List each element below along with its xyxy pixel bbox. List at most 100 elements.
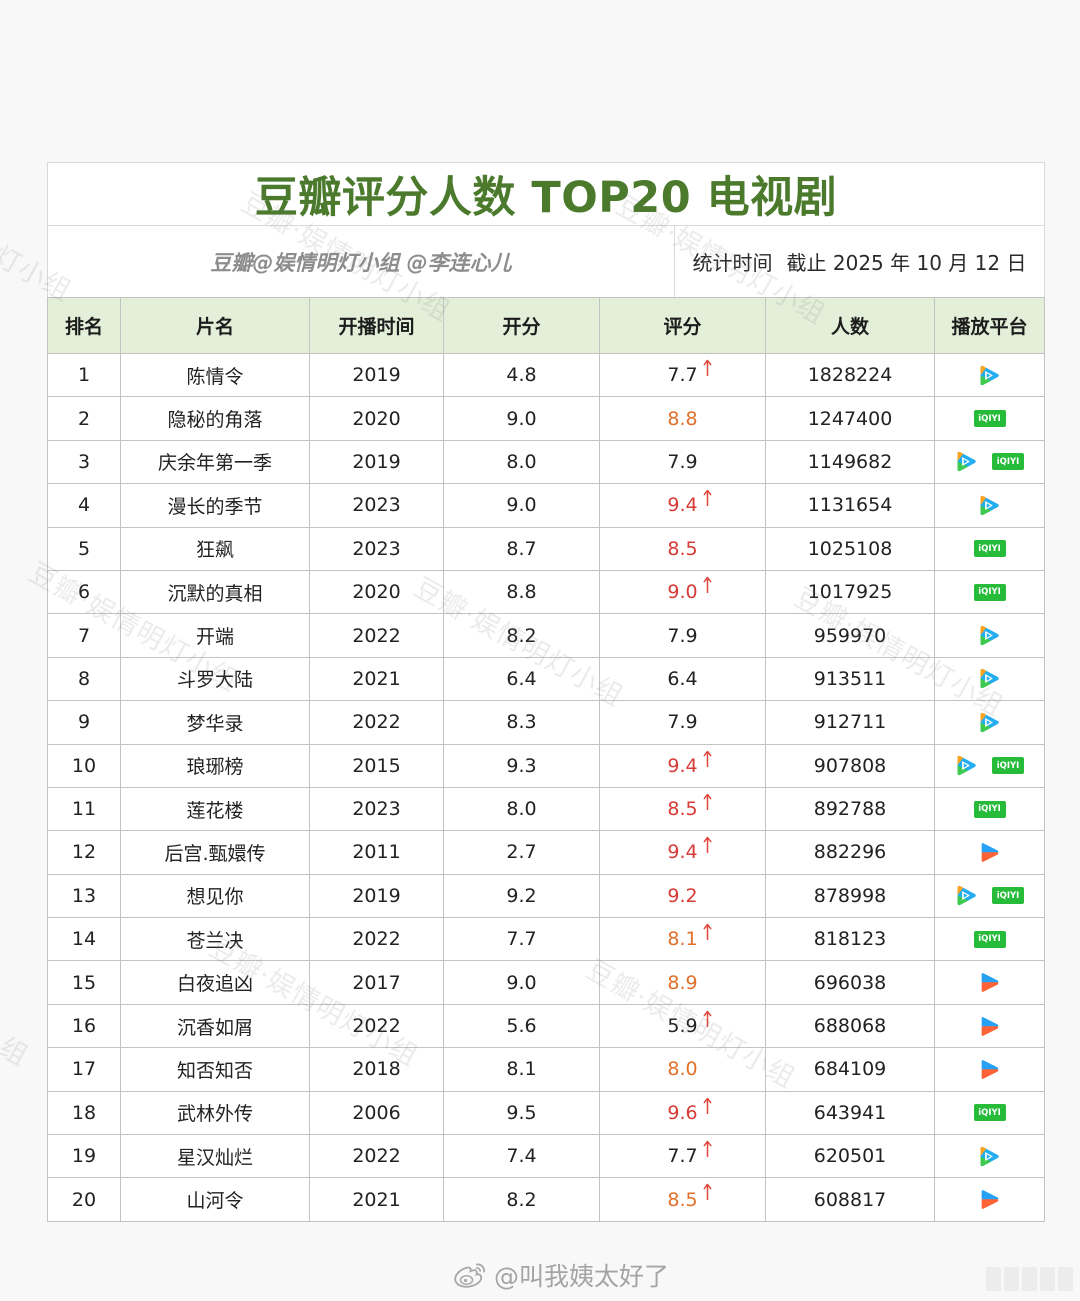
score-cell: 8.0 [600, 1048, 766, 1091]
platform-cell [935, 614, 1045, 657]
stat-time-cell: 统计时间 截止 2025 年 10 月 12 日 [675, 226, 1044, 297]
image-strip-placeholder [986, 1267, 1073, 1291]
weibo-logo-icon [452, 1260, 488, 1290]
strip-block [986, 1267, 1001, 1291]
opening-score-cell: 7.4 [444, 1135, 600, 1178]
rating-count-cell: 688068 [766, 1005, 935, 1048]
premiere-year-cell: 2023 [310, 484, 444, 527]
platform-cell: iQIYI [935, 1092, 1045, 1135]
rank-cell: 13 [48, 875, 121, 918]
premiere-year-cell: 2019 [310, 441, 444, 484]
column-header-premiere: 开播时间 [310, 298, 444, 354]
platform-cell [935, 658, 1045, 701]
rating-count-cell: 878998 [766, 875, 935, 918]
premiere-year-cell: 2021 [310, 658, 444, 701]
up-arrow-icon [703, 576, 712, 594]
table-row: 9梦华录20228.37.9912711 [47, 701, 1045, 744]
rank-cell: 4 [48, 484, 121, 527]
platform-cell [935, 961, 1045, 1004]
premiere-year-cell: 2022 [310, 1135, 444, 1178]
platform-cell [935, 1048, 1045, 1091]
rank-cell: 18 [48, 1092, 121, 1135]
rating-count-cell: 696038 [766, 961, 935, 1004]
iqiyi-logo-icon: iQIYI [992, 887, 1024, 904]
premiere-year-cell: 2023 [310, 788, 444, 831]
iqiyi-logo-icon: iQIYI [974, 801, 1006, 818]
drama-title-cell: 知否知否 [121, 1048, 310, 1091]
rank-cell: 6 [48, 571, 121, 614]
strip-block [1058, 1267, 1073, 1291]
score-cell: 8.9 [600, 961, 766, 1004]
strip-block [1022, 1267, 1037, 1291]
platform-icons: iQIYI [974, 801, 1006, 818]
score-cell: 8.5 [600, 528, 766, 571]
score-cell: 8.5 [600, 788, 766, 831]
rank-cell: 10 [48, 745, 121, 788]
platform-icons [978, 841, 1001, 864]
rating-count-cell: 1828224 [766, 354, 935, 397]
rank-cell: 3 [48, 441, 121, 484]
drama-title-cell: 沉默的真相 [121, 571, 310, 614]
platform-icons [978, 364, 1001, 387]
score-cell: 7.7 [600, 354, 766, 397]
platform-icons: iQIYI [955, 450, 1024, 473]
premiere-year-cell: 2023 [310, 528, 444, 571]
drama-title-cell: 星汉灿烂 [121, 1135, 310, 1178]
score-cell: 7.9 [600, 441, 766, 484]
rank-cell: 11 [48, 788, 121, 831]
credit-text: 豆瓣@娱情明灯小组 @李连心儿 [210, 247, 511, 277]
score-cell: 6.4 [600, 658, 766, 701]
table-row: 4漫长的季节20239.09.41131654 [47, 484, 1045, 527]
opening-score-cell: 8.2 [444, 614, 600, 657]
strip-block [1004, 1267, 1019, 1291]
table-row: 14苍兰决20227.78.1818123iQIYI [47, 918, 1045, 961]
platform-cell [935, 1178, 1045, 1221]
opening-score-cell: 8.0 [444, 788, 600, 831]
premiere-year-cell: 2019 [310, 354, 444, 397]
weibo-handle: @叫我姨太好了 [494, 1257, 669, 1293]
rank-cell: 16 [48, 1005, 121, 1048]
opening-score-cell: 9.5 [444, 1092, 600, 1135]
strip-block [1040, 1267, 1055, 1291]
opening-score-cell: 8.8 [444, 571, 600, 614]
premiere-year-cell: 2019 [310, 875, 444, 918]
platform-icons [978, 624, 1001, 647]
score-value: 9.4 [667, 841, 697, 863]
opening-score-cell: 9.3 [444, 745, 600, 788]
youku-icon [978, 1058, 1001, 1081]
premiere-year-cell: 2021 [310, 1178, 444, 1221]
rank-cell: 15 [48, 961, 121, 1004]
platform-icons [978, 1015, 1001, 1038]
table-row: 17知否知否20188.18.0684109 [47, 1048, 1045, 1091]
iqiyi-logo-icon: iQIYI [992, 757, 1024, 774]
column-header-score: 评分 [600, 298, 766, 354]
premiere-year-cell: 2011 [310, 831, 444, 874]
premiere-year-cell: 2015 [310, 745, 444, 788]
up-arrow-icon [703, 750, 712, 768]
table-row: 15白夜追凶20179.08.9696038 [47, 961, 1045, 1004]
youku-icon [978, 1188, 1001, 1211]
score-cell: 9.2 [600, 875, 766, 918]
rank-cell: 2 [48, 397, 121, 440]
platform-icons: iQIYI [974, 931, 1006, 948]
iqiyi-logo-icon: iQIYI [974, 931, 1006, 948]
score-value: 7.7 [667, 364, 697, 386]
score-cell: 9.4 [600, 745, 766, 788]
platform-icons: iQIYI [974, 1104, 1006, 1121]
platform-cell [935, 701, 1045, 744]
iqiyi-logo-icon: iQIYI [974, 540, 1006, 557]
iqiyi-logo-icon: iQIYI [974, 410, 1006, 427]
platform-icons [978, 971, 1001, 994]
column-header-platform: 播放平台 [935, 298, 1045, 354]
table-row: 7开端20228.27.9959970 [47, 614, 1045, 657]
platform-icons [978, 667, 1001, 690]
platform-cell: iQIYI [935, 788, 1045, 831]
score-value: 8.5 [667, 1189, 697, 1211]
score-value: 7.7 [667, 1145, 697, 1167]
platform-cell [935, 1005, 1045, 1048]
up-arrow-icon [703, 1010, 712, 1028]
rating-count-cell: 684109 [766, 1048, 935, 1091]
opening-score-cell: 2.7 [444, 831, 600, 874]
drama-title-cell: 梦华录 [121, 701, 310, 744]
premiere-year-cell: 2020 [310, 397, 444, 440]
